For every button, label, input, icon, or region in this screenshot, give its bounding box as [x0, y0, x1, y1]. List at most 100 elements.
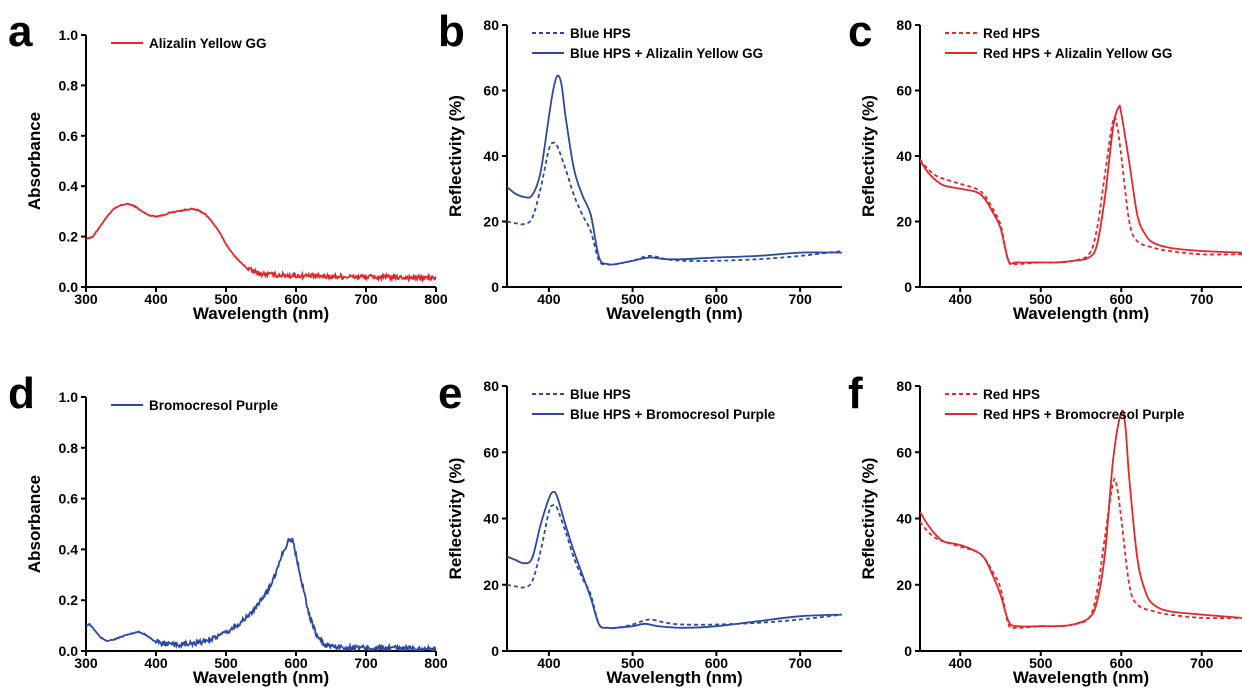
- y-axis-label: Reflectivity (%): [859, 95, 878, 217]
- y-tick-label: 40: [483, 511, 499, 527]
- y-tick-label: 80: [896, 17, 912, 33]
- chart-panel-d: d 0.0 0.2 0.4 0.6 0.8 1.0 300 400 500 600 700 800 Wav…: [8, 369, 448, 687]
- x-tick-label: 700: [1190, 291, 1214, 307]
- y-tick-label: 0.0: [59, 279, 79, 295]
- x-tick-label: 500: [1029, 291, 1053, 307]
- series-line: [507, 141, 842, 266]
- x-tick-label: 700: [788, 655, 812, 671]
- legend-label: Red HPS + Bromocresol Purple: [983, 407, 1185, 422]
- series-line: [920, 478, 1242, 630]
- x-tick-label: 700: [1190, 655, 1214, 671]
- chart-panel-f: f 0 20 40 60 80 400 500 600 700 Wavelength (nm) Ref…: [848, 369, 1242, 687]
- x-tick-label: 400: [144, 655, 168, 671]
- y-tick-label: 60: [896, 83, 912, 99]
- legend-label: Red HPS + Alizalin Yellow GG: [983, 46, 1172, 61]
- x-tick-label: 500: [621, 291, 645, 307]
- x-axis-label: Wavelength (nm): [193, 304, 329, 323]
- y-tick-label: 40: [483, 148, 499, 164]
- legend-label: Red HPS: [983, 26, 1040, 41]
- panel-letter: a: [8, 7, 33, 56]
- y-axis-label: Absorbance: [25, 475, 44, 573]
- y-tick-label: 20: [896, 577, 912, 593]
- x-tick-label: 500: [214, 291, 238, 307]
- y-tick-label: 60: [483, 83, 499, 99]
- x-tick-label: 600: [284, 655, 308, 671]
- y-tick-label: 1.0: [59, 389, 79, 405]
- y-tick-label: 0.2: [59, 229, 79, 245]
- x-tick-label: 500: [1029, 655, 1053, 671]
- panel-letter: d: [8, 369, 35, 418]
- y-tick-label: 60: [483, 444, 499, 460]
- y-tick-label: 0: [491, 643, 499, 659]
- series-line: [507, 490, 842, 630]
- y-tick-label: 20: [483, 577, 499, 593]
- y-tick-label: 1.0: [59, 27, 79, 43]
- y-tick-label: 0.6: [59, 128, 79, 144]
- series-line: [507, 74, 842, 266]
- panel-letter: e: [438, 369, 462, 418]
- x-axis-label: Wavelength (nm): [1013, 668, 1149, 687]
- y-tick-label: 20: [896, 214, 912, 230]
- legend-label: Blue HPS + Bromocresol Purple: [570, 407, 776, 422]
- y-axis-label: Reflectivity (%): [446, 458, 465, 580]
- x-axis-label: Wavelength (nm): [606, 668, 742, 687]
- legend-label: Alizalin Yellow GG: [149, 36, 267, 51]
- x-axis-label: Wavelength (nm): [606, 304, 742, 323]
- series-line: [86, 537, 436, 651]
- y-tick-label: 80: [483, 17, 499, 33]
- legend-label: Blue HPS + Alizalin Yellow GG: [570, 46, 763, 61]
- x-axis-label: Wavelength (nm): [193, 668, 329, 687]
- y-tick-label: 0: [904, 279, 912, 295]
- y-tick-label: 0.4: [59, 541, 79, 557]
- panel-letter: c: [848, 7, 872, 56]
- x-tick-label: 500: [214, 655, 238, 671]
- x-tick-label: 600: [284, 291, 308, 307]
- x-tick-label: 600: [705, 655, 729, 671]
- x-tick-label: 400: [949, 655, 973, 671]
- x-tick-label: 400: [949, 291, 973, 307]
- y-tick-label: 0.6: [59, 491, 79, 507]
- y-tick-label: 40: [896, 511, 912, 527]
- chart-panel-e: e 0 20 40 60 80 400 500 600 700 Wavelength (nm) Ref…: [438, 369, 842, 687]
- panel-letter: b: [438, 7, 465, 56]
- x-tick-label: 800: [424, 291, 448, 307]
- x-tick-label: 300: [74, 655, 98, 671]
- x-tick-label: 400: [537, 655, 561, 671]
- x-tick-label: 700: [354, 291, 378, 307]
- y-tick-label: 0.0: [59, 643, 79, 659]
- y-tick-label: 80: [896, 378, 912, 394]
- x-tick-label: 600: [1110, 291, 1134, 307]
- legend-label: Bromocresol Purple: [149, 398, 279, 413]
- chart-panel-a: a 0.0 0.2 0.4 0.6 0.8 1.0 300 400 500 600 700 800 Wav…: [8, 7, 448, 323]
- x-axis-label: Wavelength (nm): [1013, 304, 1149, 323]
- y-tick-label: 0.8: [59, 440, 79, 456]
- legend-label: Blue HPS: [570, 387, 631, 402]
- y-tick-label: 40: [896, 148, 912, 164]
- series-line: [507, 503, 842, 630]
- y-axis-label: Reflectivity (%): [859, 458, 878, 580]
- y-axis-label: Reflectivity (%): [446, 95, 465, 217]
- y-tick-label: 0.4: [59, 178, 79, 194]
- y-tick-label: 20: [483, 214, 499, 230]
- y-axis-label: Absorbance: [25, 112, 44, 210]
- series-line: [86, 202, 436, 284]
- x-tick-label: 400: [537, 291, 561, 307]
- x-tick-label: 700: [354, 655, 378, 671]
- y-tick-label: 80: [483, 378, 499, 394]
- series-line: [920, 409, 1242, 628]
- legend-label: Blue HPS: [570, 26, 631, 41]
- chart-panel-b: b 0 20 40 60 80 400 500 600 700 Wavelength (nm) Ref…: [438, 7, 842, 323]
- y-tick-label: 0.2: [59, 592, 79, 608]
- legend-label: Red HPS: [983, 387, 1040, 402]
- x-tick-label: 600: [1110, 655, 1134, 671]
- y-tick-label: 0: [491, 279, 499, 295]
- x-tick-label: 700: [788, 291, 812, 307]
- x-tick-label: 400: [144, 291, 168, 307]
- chart-panel-c: c 0 20 40 60 80 400 500 600 700 Wavelength (nm) Ref…: [848, 7, 1242, 323]
- y-tick-label: 0.8: [59, 77, 79, 93]
- x-tick-label: 300: [74, 291, 98, 307]
- x-tick-label: 800: [424, 655, 448, 671]
- y-tick-label: 0: [904, 643, 912, 659]
- y-tick-label: 60: [896, 444, 912, 460]
